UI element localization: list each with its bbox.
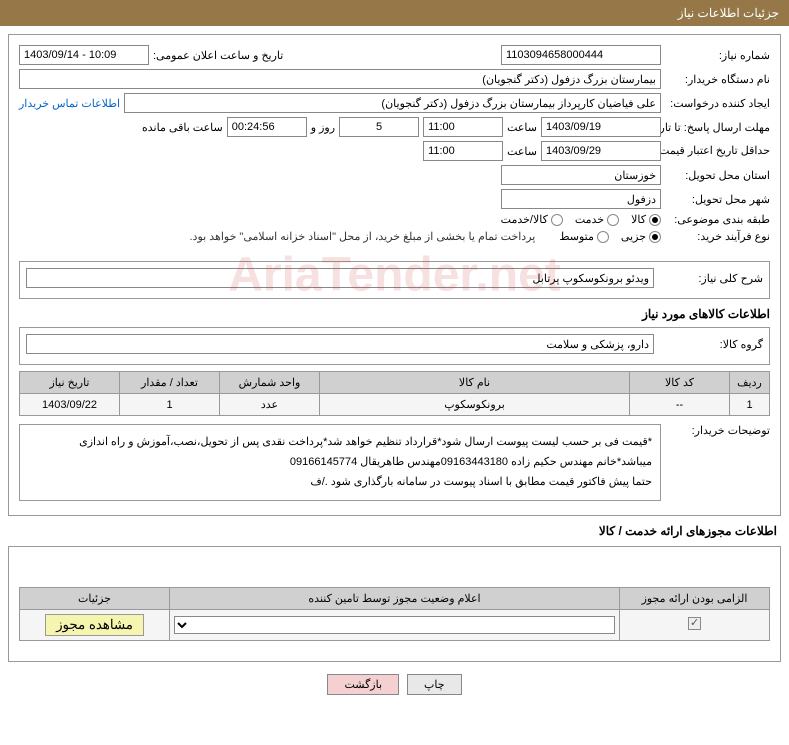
goods-group-value: دارو، پزشکی و سلامت [26, 334, 654, 354]
th-unit: واحد شمارش [220, 372, 320, 394]
th-name: نام کالا [320, 372, 630, 394]
return-button[interactable]: بازگشت [327, 674, 399, 695]
radio-minor-label: جزیی [621, 230, 646, 243]
header-title: جزئیات اطلاعات نیاز [678, 6, 779, 20]
print-button[interactable]: چاپ [407, 674, 462, 695]
deadline-remain: 00:24:56 [227, 117, 307, 137]
category-radio-group: کالا خدمت کالا/خدمت [501, 213, 661, 226]
city-value: دزفول [501, 189, 661, 209]
deadline-remain-label: ساعت باقی مانده [142, 121, 223, 134]
validity-date: 1403/09/29 [541, 141, 661, 161]
table-row: 1 -- برونکوسکوپ عدد 1 1403/09/22 [20, 394, 770, 416]
validity-time: 11:00 [423, 141, 503, 161]
process-label: نوع فرآیند خرید: [665, 230, 770, 243]
validity-time-label: ساعت [507, 145, 537, 158]
buyer-name-label: نام دستگاه خریدار: [665, 73, 770, 86]
status-select[interactable] [174, 616, 615, 634]
validity-label: حداقل تاریخ اعتبار قیمت: تا تاریخ: [665, 144, 770, 158]
announce-date-value: 1403/09/14 - 10:09 [19, 45, 149, 65]
deadline-days: 5 [339, 117, 419, 137]
th-idx: ردیف [730, 372, 770, 394]
lth-status: اعلام وضعیت مجوز توسط تامین کننده [170, 588, 620, 610]
td-date: 1403/09/22 [20, 394, 120, 416]
need-number-value: 1103094658000444 [501, 45, 661, 65]
license-section-title: اطلاعات مجوزهای ارائه خدمت / کالا [0, 524, 777, 538]
contact-link[interactable]: اطلاعات تماس خریدار [19, 97, 120, 110]
category-label: طبقه بندی موضوعی: [665, 213, 770, 226]
button-bar: چاپ بازگشت [0, 674, 789, 695]
deadline-date: 1403/09/19 [541, 117, 661, 137]
deadline-label: مهلت ارسال پاسخ: تا تاریخ: [665, 121, 770, 134]
license-table: الزامی بودن ارائه مجوز اعلام وضعیت مجوز … [19, 587, 770, 641]
th-code: کد کالا [630, 372, 730, 394]
creator-label: ایجاد کننده درخواست: [665, 97, 770, 110]
general-desc-value: ویدئو برونکوسکوپ پرتابل [26, 268, 654, 288]
deadline-time-label: ساعت [507, 121, 537, 134]
buyer-notes-text: *قیمت فی بر حسب لیست پیوست ارسال شود*قرا… [19, 424, 661, 501]
creator-value: علی فیاضیان کارپرداز بیمارستان بزرگ دزفو… [124, 93, 661, 113]
radio-medium-label: متوسط [559, 230, 594, 243]
process-radio-group: جزیی متوسط [559, 230, 661, 243]
goods-table: ردیف کد کالا نام کالا واحد شمارش تعداد /… [19, 371, 770, 416]
general-desc-label: شرح کلی نیاز: [658, 272, 763, 285]
lth-detail: جزئیات [20, 588, 170, 610]
buyer-notes-label: توضیحات خریدار: [665, 424, 770, 437]
main-panel: AriaTender.net شماره نیاز: 1103094658000… [8, 34, 781, 516]
view-license-button[interactable]: مشاهده مجوز [45, 614, 144, 636]
radio-both[interactable] [551, 214, 563, 226]
deadline-time: 11:00 [423, 117, 503, 137]
td-unit: عدد [220, 394, 320, 416]
radio-both-label: کالا/خدمت [501, 213, 548, 226]
radio-minor[interactable] [649, 231, 661, 243]
buyer-name-value: بیمارستان بزرگ دزفول (دکتر گنجویان) [19, 69, 661, 89]
lth-mandatory: الزامی بودن ارائه مجوز [620, 588, 770, 610]
goods-group-label: گروه کالا: [658, 338, 763, 351]
page-header: جزئیات اطلاعات نیاز [0, 0, 789, 26]
city-label: شهر محل تحویل: [665, 193, 770, 206]
th-qty: تعداد / مقدار [120, 372, 220, 394]
td-name: برونکوسکوپ [320, 394, 630, 416]
radio-service[interactable] [607, 214, 619, 226]
radio-goods-label: کالا [631, 213, 646, 226]
license-panel: الزامی بودن ارائه مجوز اعلام وضعیت مجوز … [8, 546, 781, 662]
radio-service-label: خدمت [575, 213, 604, 226]
mandatory-checkbox[interactable] [688, 617, 701, 630]
province-label: استان محل تحویل: [665, 169, 770, 182]
th-date: تاریخ نیاز [20, 372, 120, 394]
license-row: مشاهده مجوز [20, 610, 770, 641]
goods-section-title: اطلاعات کالاهای مورد نیاز [19, 307, 770, 321]
td-qty: 1 [120, 394, 220, 416]
need-number-label: شماره نیاز: [665, 49, 770, 62]
radio-medium[interactable] [597, 231, 609, 243]
radio-goods[interactable] [649, 214, 661, 226]
province-value: خوزستان [501, 165, 661, 185]
announce-date-label: تاریخ و ساعت اعلان عمومی: [153, 49, 283, 62]
td-code: -- [630, 394, 730, 416]
td-idx: 1 [730, 394, 770, 416]
process-note: پرداخت تمام یا بخشی از مبلغ خرید، از محل… [190, 230, 536, 243]
deadline-days-label: روز و [311, 121, 335, 134]
